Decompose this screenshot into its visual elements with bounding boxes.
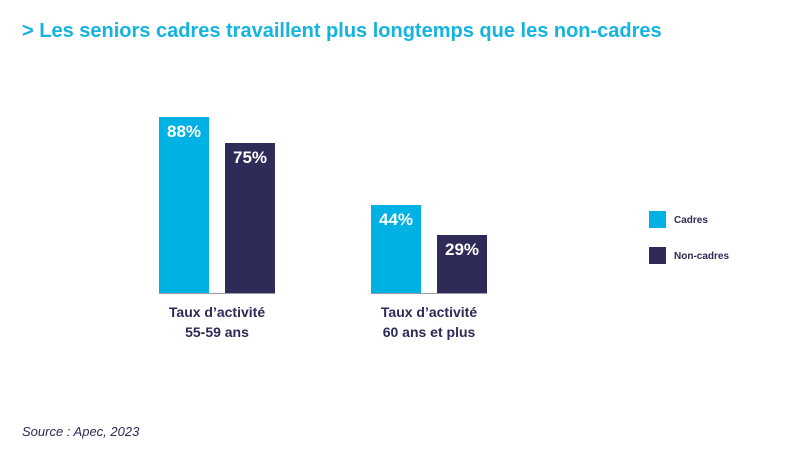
chart-title: > Les seniors cadres travaillent plus lo… <box>22 20 662 43</box>
bar-cadres-1 <box>159 117 209 293</box>
source-note: Source : Apec, 2023 <box>22 424 140 439</box>
legend-label: Non-cadres <box>674 251 729 262</box>
category-label: Taux d’activité <box>169 304 265 320</box>
legend-swatch-cadres <box>649 211 666 228</box>
category-label: 60 ans et plus <box>383 324 476 340</box>
data-label: 88% <box>167 122 201 141</box>
data-label: 29% <box>445 240 479 259</box>
legend-label: Cadres <box>674 215 708 226</box>
legend-swatch-non-cadres <box>649 247 666 264</box>
category-label: 55-59 ans <box>185 324 249 340</box>
bar-cadres-2 <box>371 205 421 293</box>
category-label: Taux d’activité <box>381 304 477 320</box>
title-text: Les seniors cadres travaillent plus long… <box>39 20 662 42</box>
bar-non-cadres-2 <box>437 235 487 293</box>
data-label: 44% <box>379 210 413 229</box>
title-prefix: > <box>22 20 34 42</box>
data-label: 75% <box>233 148 267 167</box>
bar-non-cadres-1 <box>225 143 275 293</box>
